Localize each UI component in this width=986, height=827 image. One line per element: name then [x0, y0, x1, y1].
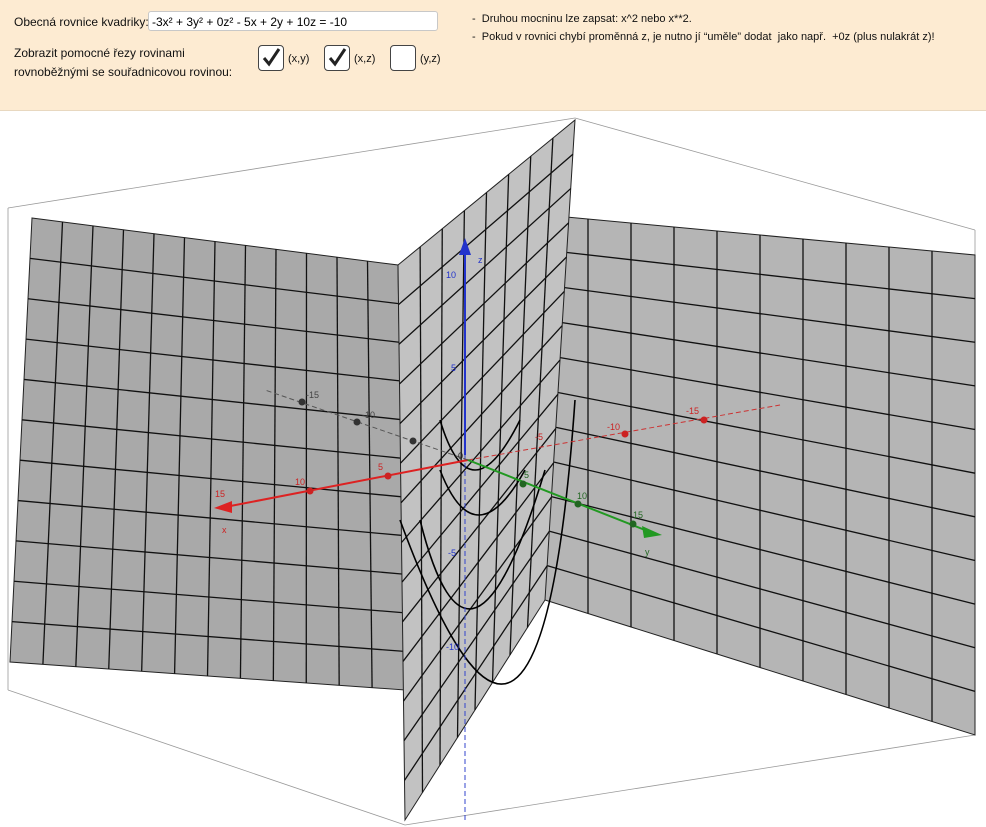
- axis-point: [298, 398, 306, 406]
- axis-label: -10: [607, 422, 620, 432]
- surface-grid: [272, 249, 277, 681]
- note: - Druhou mocninu lze zapsat: x^2 nebo x*…: [472, 13, 692, 25]
- axis-label: -5: [535, 432, 543, 442]
- surface-grid: [491, 174, 510, 683]
- y-axis: [467, 459, 651, 533]
- surface-grid: [439, 228, 443, 766]
- section-text: Zobrazit pomocné řezy rovinami: [14, 46, 185, 60]
- surface-grid: [206, 241, 216, 677]
- surface-grid: [239, 245, 247, 679]
- section-text: rovnoběžnými se souřadnicovou rovinou:: [14, 65, 233, 79]
- axis-label: 15: [215, 489, 225, 499]
- axis-label: 0: [458, 451, 463, 461]
- section-curve: [439, 469, 526, 516]
- 3d-view: 15 10 5 -5 -10 -15 x -15 -10 5 10 15 y 10 5 -5 -10 z 0: [7, 117, 976, 826]
- check-mark: [328, 48, 347, 67]
- axis-arrow: [642, 526, 662, 538]
- box-edge: [7, 117, 576, 209]
- axis-point: [621, 430, 629, 438]
- axis-arrow: [214, 501, 232, 513]
- checkbox-label: (x,z): [354, 53, 376, 65]
- axis-point: [353, 418, 361, 426]
- axis-label: -15: [306, 390, 319, 400]
- axis-label: -10: [446, 642, 459, 652]
- axis-arrow: [459, 238, 471, 255]
- axis-label: 10: [295, 477, 305, 487]
- surface-grid: [141, 233, 155, 672]
- surface-grid: [526, 138, 554, 628]
- axis-point: [700, 416, 708, 424]
- axis-point: [306, 487, 314, 495]
- axis-label: z: [478, 255, 483, 265]
- checkbox[interactable]: [324, 45, 350, 71]
- surface-grid: [509, 156, 532, 656]
- axis-label: -15: [686, 406, 699, 416]
- surface-grid: [419, 246, 424, 793]
- surface-grid: [42, 221, 64, 665]
- surface-sheet: [9, 217, 406, 691]
- axis-point: [519, 480, 527, 488]
- x-axis: [467, 404, 781, 461]
- input-label: Obecná rovnice kvadriky:: [14, 15, 149, 29]
- box-edge: [7, 689, 406, 826]
- surface-grid: [456, 210, 466, 738]
- surface-grid: [474, 192, 488, 711]
- axis-label: x: [222, 525, 227, 535]
- axis-label: 10: [577, 491, 587, 501]
- axis-label: 5: [378, 462, 383, 472]
- axis-label: y: [645, 547, 650, 557]
- x-axis: [219, 459, 469, 509]
- surface-grid: [366, 261, 373, 688]
- axis-label: -5: [448, 548, 456, 558]
- box-edge: [404, 734, 976, 826]
- section-curve: [399, 399, 576, 685]
- section-curve: [419, 469, 546, 610]
- surface-grid: [336, 257, 340, 686]
- checkbox-label: (y,z): [420, 53, 441, 65]
- checkbox[interactable]: [258, 45, 284, 71]
- surface-grid: [173, 237, 186, 674]
- axis-point: [574, 500, 582, 508]
- axis-label: -10: [362, 410, 375, 420]
- checkbox-label: (x,y): [288, 53, 310, 65]
- equation-input[interactable]: -3x² + 3y² + 0z² - 5x + 2y + 10z = -10: [148, 11, 438, 31]
- axis-label: 10: [446, 270, 456, 280]
- note: - Pokud v rovnici chybí proměnná z, je n…: [472, 31, 935, 43]
- axis-point: [384, 472, 392, 480]
- axis-label: 5: [524, 470, 529, 480]
- axis-label: 15: [633, 510, 643, 520]
- surface-grid: [108, 229, 125, 670]
- box-edge: [574, 117, 976, 231]
- check-mark: [262, 48, 281, 67]
- surface-grid: [75, 225, 94, 667]
- checkbox[interactable]: [390, 45, 416, 71]
- axis-point: [409, 437, 417, 445]
- axis-point: [629, 520, 637, 528]
- axis-label: 5: [451, 363, 456, 373]
- toolbar-panel: Obecná rovnice kvadriky: -3x² + 3y² + 0z…: [0, 0, 986, 111]
- section-curve: [439, 419, 521, 471]
